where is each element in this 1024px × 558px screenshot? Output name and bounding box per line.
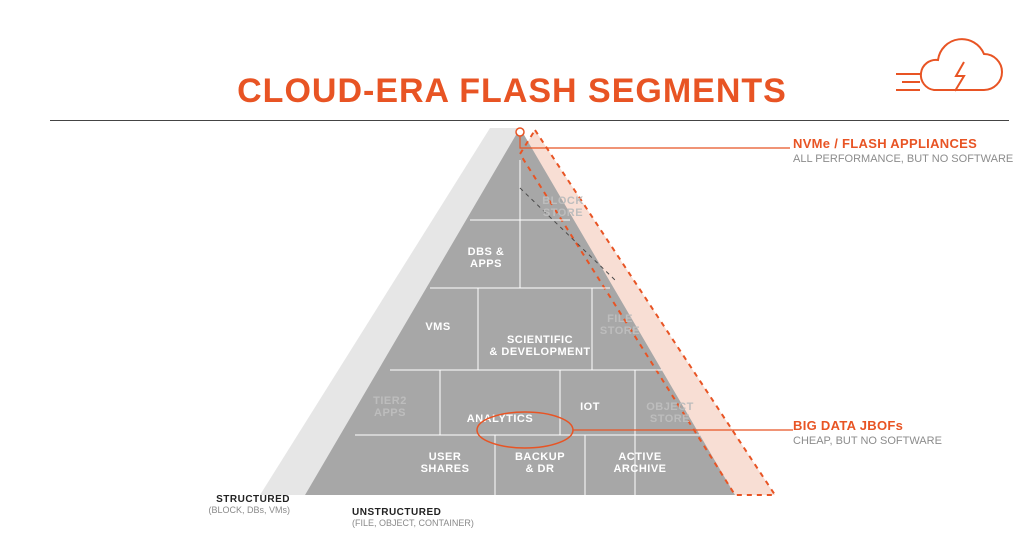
segment-label: APPS [470,258,502,270]
axis-right-title: UNSTRUCTURED [352,507,441,518]
axis-right-sub: (FILE, OBJECT, CONTAINER) [352,518,474,528]
callout-top-title: NVMe / FLASH APPLIANCES [793,136,977,151]
segment-label: STORE [600,325,640,337]
segment-label: & DEVELOPMENT [489,346,590,358]
segment-label: VMS [425,321,450,333]
segments-diagram: BLOCKSTOREDBS &APPSVMSFILESTORESCIENTIFI… [0,0,1024,558]
segment-label: APPS [374,407,406,419]
segment-label: STORE [543,207,583,219]
slide-root: CLOUD-ERA FLASH SEGMENTS [0,0,1024,558]
segment-label: BACKUP [515,451,565,463]
segment-label: & DR [526,463,555,475]
callout-top-dot [516,128,524,136]
segment-label: TIER2 [373,395,407,407]
segment-label: BLOCK [542,195,584,207]
segment-label: DBS & [468,246,505,258]
segment-label: STORE [650,413,690,425]
segment-label: OBJECT [646,401,694,413]
callout-bottom-title: BIG DATA JBOFs [793,418,903,433]
callout-top-sub: ALL PERFORMANCE, BUT NO SOFTWARE [793,153,1013,165]
segment-label: SHARES [421,463,470,475]
segment-label: ARCHIVE [613,463,666,475]
axis-left-sub: (BLOCK, DBs, VMs) [208,505,290,515]
callout-top-leader [520,132,790,148]
segment-label: USER [429,451,462,463]
segment-label: SCIENTIFIC [507,334,573,346]
segment-label: ACTIVE [618,451,661,463]
segment-label: IOT [580,401,600,413]
callout-bottom-sub: CHEAP, BUT NO SOFTWARE [793,435,942,447]
segment-label: FILE [607,313,633,325]
axis-left-title: STRUCTURED [216,494,290,505]
